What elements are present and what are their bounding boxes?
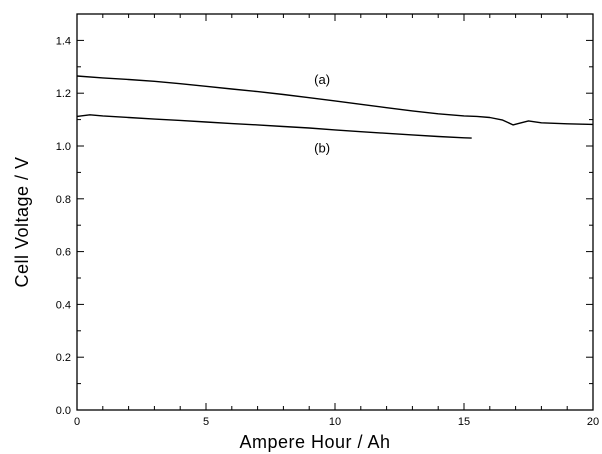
- y-tick-label: 0.2: [56, 352, 71, 364]
- y-axis-title: Cell Voltage / V: [12, 156, 32, 287]
- plot-frame: [76, 13, 594, 411]
- ticks: 0.0 0.2 0.4 0.6 0.8 1.0 1.2 1.4 0 5 10 15 20: [56, 13, 599, 428]
- y-tick-label: 0.4: [56, 299, 71, 311]
- y-tick-label: 0.8: [56, 194, 71, 206]
- series-labels: (a) (b): [314, 72, 330, 156]
- series-line-2: [76, 114, 472, 139]
- x-tick-label: 5: [203, 416, 209, 428]
- y-tick-label: 1.0: [56, 141, 71, 153]
- series-label-1: (a): [314, 72, 330, 87]
- series-label-2: (b): [314, 141, 330, 156]
- series-lines: [76, 75, 594, 139]
- x-axis-title: Ampere Hour / Ah: [239, 432, 390, 452]
- x-tick-label: 0: [74, 416, 80, 428]
- y-tick-label: 0.6: [56, 247, 71, 259]
- series-line-1: [76, 75, 594, 126]
- axes: [76, 13, 594, 411]
- x-tick-label: 10: [329, 416, 341, 428]
- x-tick-label: 15: [458, 416, 470, 428]
- y-tick-label: 1.4: [56, 35, 71, 47]
- y-tick-label: 1.2: [56, 88, 71, 100]
- y-tick-label: 0.0: [56, 405, 71, 417]
- x-tick-label: 20: [587, 416, 599, 428]
